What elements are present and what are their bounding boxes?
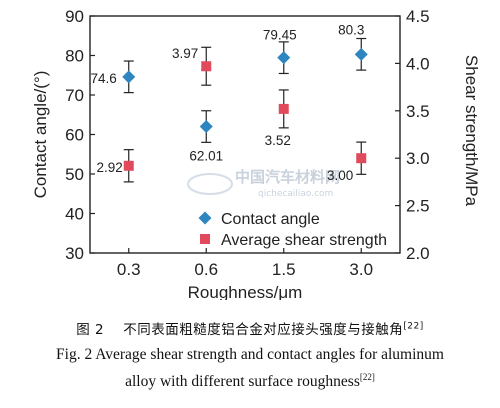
shear-strength-point: [123, 160, 134, 171]
caption-cn-text: 不同表面粗糙度铝合金对应接头强度与接触角: [123, 322, 404, 338]
axes: 30 40 50 60 70 80 90 2.0 2.5 3.0 3.5 4.0 4.5 0.3 0.6 1.…: [31, 7, 481, 300]
legend-marker-square: [200, 234, 210, 244]
left-tick-label: 30: [65, 244, 84, 263]
data-label: 3.52: [265, 133, 291, 148]
shear-strength-point: [278, 103, 289, 114]
left-tick-label: 90: [65, 7, 84, 26]
data-label: 62.01: [189, 149, 223, 164]
right-tick-label: 3.0: [406, 149, 430, 168]
contact-angle-point: [199, 120, 213, 134]
x-axis-label: Roughness/μm: [188, 283, 303, 300]
watermark: 中国汽车材料网 qichecailiao.com: [187, 168, 340, 199]
caption-cn-ref: [22]: [403, 321, 424, 332]
x-tick-label: 1.5: [272, 260, 296, 279]
contact-angle-point: [354, 47, 368, 61]
left-tick-label: 80: [65, 47, 84, 66]
data-label: 79.45: [263, 28, 297, 43]
marks: 74.6 62.01 79.45 80.3 2.92 3.97 3.52 3.00: [90, 22, 368, 183]
left-tick-label: 60: [65, 126, 84, 145]
left-tick-label: 70: [65, 86, 84, 105]
caption-en-ref: [22]: [359, 372, 375, 382]
data-label: 3.00: [327, 168, 353, 183]
caption-en-line2-text: alloy with different surface roughness: [125, 373, 360, 391]
right-tick-label: 4.5: [406, 7, 430, 26]
right-tick-label: 2.5: [406, 197, 430, 216]
data-label: 3.97: [172, 46, 198, 61]
contact-angle-point: [277, 51, 291, 65]
shear-strength-point: [356, 153, 367, 164]
x-tick-label: 0.3: [117, 260, 141, 279]
left-axis-label: Contact angle/(°): [31, 71, 50, 199]
right-tick-label: 3.5: [406, 102, 430, 121]
right-axis-label: Shear strength/MPa: [462, 55, 481, 207]
legend-label: Average shear strength: [221, 232, 387, 249]
data-label: 74.6: [90, 71, 116, 86]
data-label: 2.92: [96, 160, 122, 175]
watermark-url-text: qichecailiao.com: [258, 189, 333, 199]
left-tick-label: 40: [65, 205, 84, 224]
caption-cn: 图 2 不同表面粗糙度铝合金对应接头强度与接触角[22]: [0, 318, 500, 339]
caption-en-line2: alloy with different surface roughness[2…: [0, 372, 500, 391]
contact-angle-point: [122, 70, 136, 84]
data-label: 80.3: [338, 22, 364, 37]
right-tick-label: 4.0: [406, 54, 430, 73]
x-tick-label: 0.6: [194, 260, 218, 279]
caption-cn-prefix: 图 2: [76, 322, 105, 338]
legend-marker-diamond: [198, 211, 212, 225]
right-tick-label: 2.0: [406, 244, 430, 263]
left-tick-label: 50: [65, 165, 84, 184]
legend: Contact angle Average shear strength: [198, 211, 387, 249]
x-tick-label: 3.0: [349, 260, 373, 279]
legend-label: Contact angle: [221, 211, 320, 228]
watermark-cn-text: 中国汽车材料网: [235, 168, 340, 186]
shear-strength-point: [201, 61, 212, 72]
caption-en-line1: Fig. 2 Average shear strength and contac…: [56, 346, 444, 363]
chart: 中国汽车材料网 qichecailiao.com 30 40 50 60 70 80 90 2…: [31, 7, 481, 300]
